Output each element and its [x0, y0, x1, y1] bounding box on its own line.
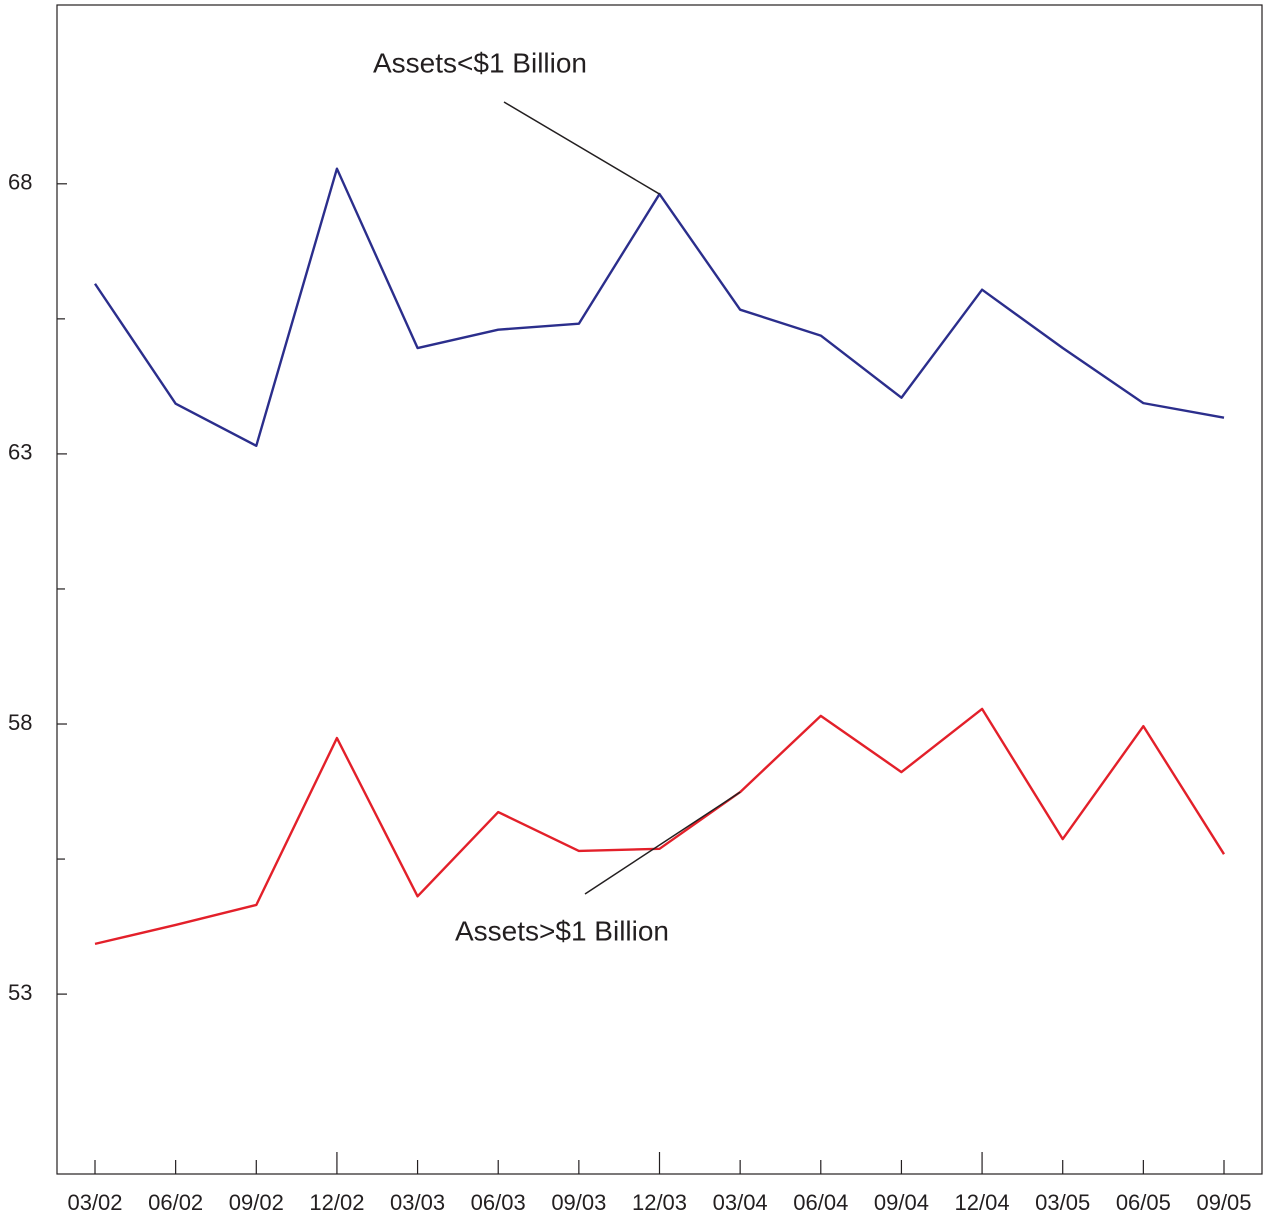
- x-tick-label: 09/02: [229, 1190, 284, 1215]
- series-line: [94, 167, 1225, 448]
- y-tick-label: 53: [8, 980, 32, 1005]
- x-tick-label: 09/05: [1196, 1190, 1251, 1215]
- x-tick-label: 06/04: [793, 1190, 848, 1215]
- x-tick-label: 09/03: [551, 1190, 606, 1215]
- x-tick-label: 12/03: [632, 1190, 687, 1215]
- x-tick-label: 06/02: [148, 1190, 203, 1215]
- x-tick-label: 06/03: [471, 1190, 526, 1215]
- x-tick-label: 06/05: [1116, 1190, 1171, 1215]
- series-annotation: Assets>$1 Billion: [455, 915, 669, 946]
- plot-frame: [56, 4, 1263, 1175]
- annotation-leader: [503, 101, 660, 195]
- x-tick-label: 12/04: [955, 1190, 1010, 1215]
- x-tick-label: 03/02: [67, 1190, 122, 1215]
- series-line: [94, 707, 1226, 946]
- y-tick-label: 58: [8, 710, 32, 735]
- y-tick-label: 63: [8, 440, 32, 465]
- x-tick-label: 12/02: [309, 1190, 364, 1215]
- x-tick-label: 03/05: [1035, 1190, 1090, 1215]
- x-tick-label: 03/03: [390, 1190, 445, 1215]
- series-annotation: Assets<$1 Billion: [373, 47, 587, 78]
- x-tick-label: 09/04: [874, 1190, 929, 1215]
- x-tick-label: 03/04: [713, 1190, 768, 1215]
- y-tick-label: 68: [8, 170, 32, 195]
- annotation-leader: [584, 791, 741, 895]
